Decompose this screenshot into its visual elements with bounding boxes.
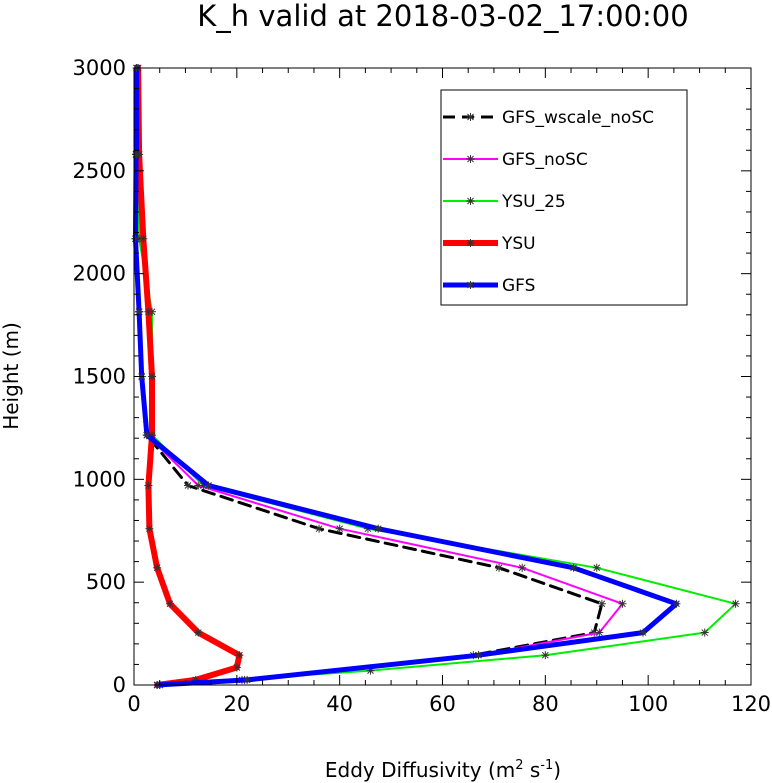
data-point <box>235 651 244 660</box>
data-point <box>139 234 148 243</box>
legend-label: GFS <box>502 276 535 296</box>
legend-item: GFS_noSC <box>443 150 588 170</box>
data-point <box>232 663 241 672</box>
data-point <box>131 234 140 243</box>
data-point <box>183 481 192 490</box>
data-point <box>144 307 153 316</box>
data-point <box>495 563 504 572</box>
data-point <box>569 563 578 572</box>
legend-label: YSU <box>501 234 536 254</box>
x-tick-label: 120 <box>731 692 771 716</box>
y-tick-label: 2500 <box>73 159 126 183</box>
data-point <box>595 628 604 637</box>
legend-item: GFS <box>443 276 535 296</box>
legend-marker <box>466 239 475 247</box>
data-point <box>165 599 174 608</box>
legend-item: GFS_wscale_noSC <box>443 108 654 128</box>
legend-marker <box>466 197 475 205</box>
legend: GFS_wscale_noSC GFS_noSC YSU_25 YSU GFS <box>440 89 688 306</box>
series-group <box>131 64 740 689</box>
data-point <box>194 628 203 637</box>
y-tick-label: 1500 <box>73 365 126 389</box>
data-point <box>204 481 213 490</box>
legend-label: GFS_noSC <box>502 150 588 170</box>
data-point <box>243 675 252 684</box>
legend-marker <box>466 155 475 163</box>
y-axis-title: Height (m) <box>0 322 23 430</box>
data-point <box>147 372 156 381</box>
y-axis-ticks: 0 500 1000 1500 2000 2500 3000 <box>73 56 751 697</box>
data-point <box>672 599 681 608</box>
data-point <box>592 563 601 572</box>
data-point <box>315 524 324 533</box>
data-point <box>153 563 162 572</box>
legend-marker <box>466 281 475 289</box>
x-tick-label: 100 <box>628 692 668 716</box>
y-tick-label: 3000 <box>73 56 126 80</box>
x-tick-label: 60 <box>429 692 456 716</box>
data-point <box>618 599 627 608</box>
y-tick-label: 2000 <box>73 262 126 286</box>
legend-box <box>440 89 688 306</box>
legend-label: GFS_wscale_noSC <box>502 108 654 128</box>
x-tick-label: 20 <box>223 692 250 716</box>
data-point <box>639 628 648 637</box>
data-point <box>144 481 153 490</box>
series-GFS <box>131 64 681 689</box>
x-tick-label: 40 <box>326 692 353 716</box>
data-point <box>145 524 154 533</box>
data-point <box>541 651 550 660</box>
data-point <box>142 431 151 440</box>
legend-item: YSU_25 <box>443 192 566 212</box>
x-axis-ticks: 0 20 40 60 80 100 120 <box>127 68 771 716</box>
legend-label: YSU_25 <box>501 192 566 212</box>
x-tick-label: 80 <box>532 692 559 716</box>
y-tick-label: 1000 <box>73 467 126 491</box>
data-point <box>474 651 483 660</box>
data-point <box>518 563 527 572</box>
y-tick-label: 500 <box>86 570 126 594</box>
data-point <box>731 599 740 608</box>
series-YSU <box>134 64 244 689</box>
data-point <box>597 599 606 608</box>
x-tick-label: 0 <box>127 692 140 716</box>
legend-items: GFS_wscale_noSC GFS_noSC YSU_25 YSU GFS <box>443 108 654 296</box>
legend-marker <box>466 113 475 121</box>
data-point <box>374 524 383 533</box>
data-point <box>335 524 344 533</box>
legend-item: YSU <box>443 234 536 254</box>
data-point <box>135 307 144 316</box>
x-axis-title: Eddy Diffusivity (m2 s-1) <box>325 758 561 782</box>
chart-title: K_h valid at 2018-03-02_17:00:00 <box>197 0 688 33</box>
data-point <box>700 628 709 637</box>
y-tick-label: 0 <box>113 673 126 697</box>
